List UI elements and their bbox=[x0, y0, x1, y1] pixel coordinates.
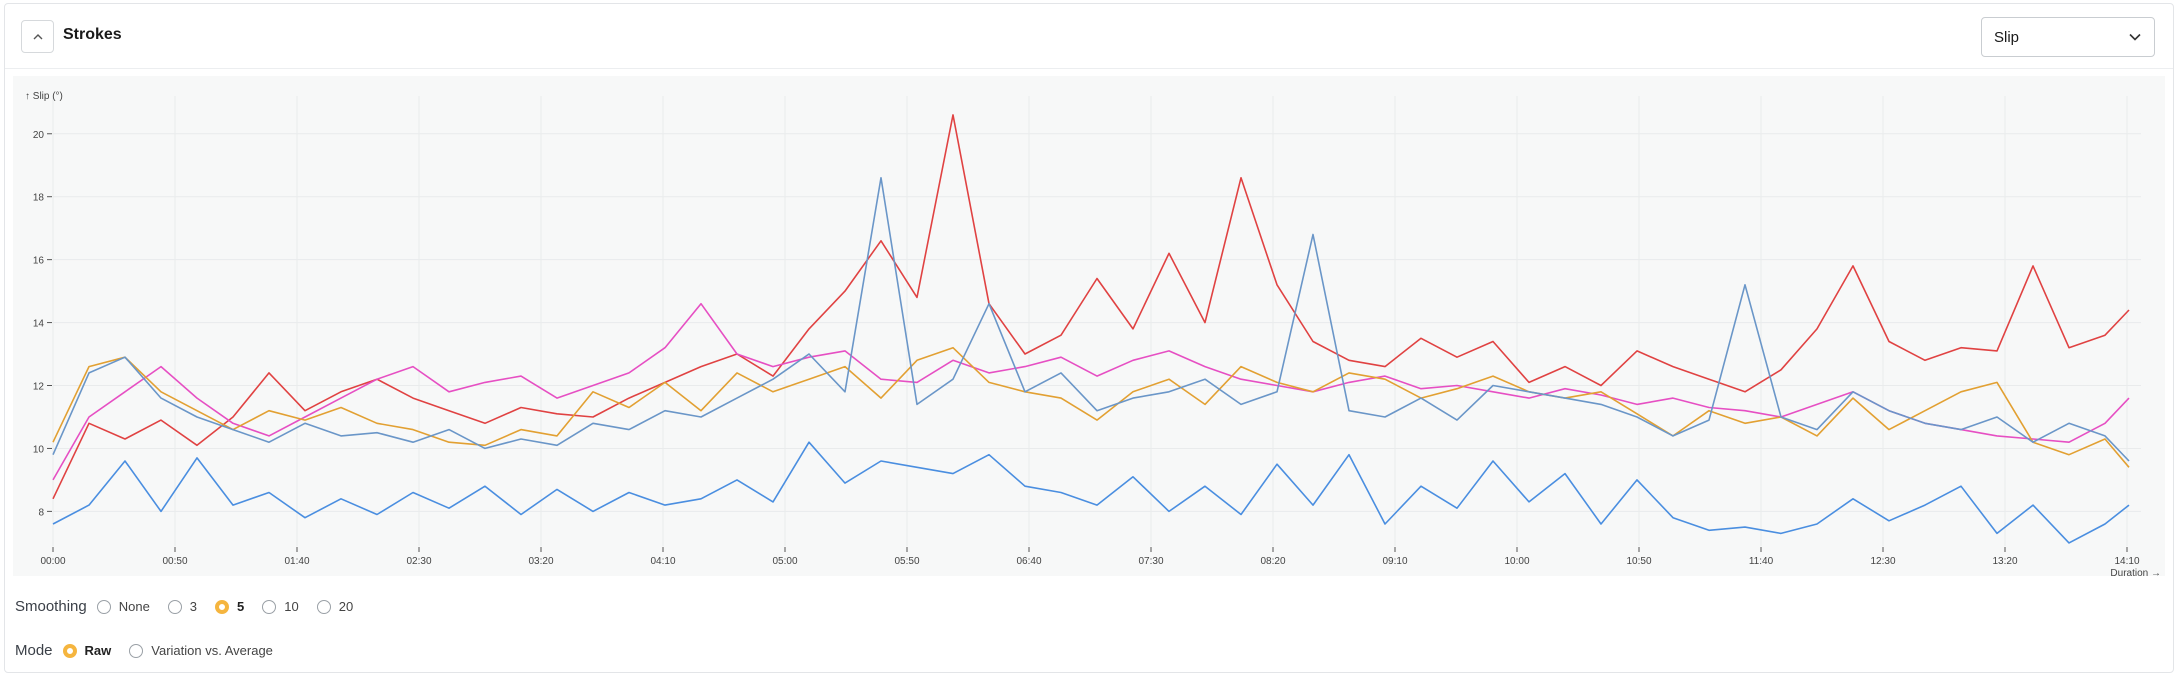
smoothing-row: Smoothing None 3 5 10 20 bbox=[15, 598, 371, 615]
x-tick-label: 14:10 bbox=[2114, 556, 2139, 567]
plot-background bbox=[13, 76, 2165, 576]
x-tick-label: 10:00 bbox=[1504, 556, 1529, 567]
y-axis-label: ↑ Slip (°) bbox=[25, 91, 63, 102]
radio-circle-icon bbox=[167, 599, 182, 614]
x-tick-label: 07:30 bbox=[1138, 556, 1163, 567]
x-tick-label: 00:00 bbox=[40, 556, 65, 567]
smoothing-option-label: 3 bbox=[189, 599, 198, 614]
mode-option-label: Variation vs. Average bbox=[151, 643, 273, 658]
radio-circle-icon bbox=[262, 599, 277, 614]
mode-option-label: Raw bbox=[84, 643, 112, 658]
smoothing-option-label: None bbox=[118, 599, 150, 614]
y-tick-label: 16 bbox=[33, 256, 45, 267]
chevron-up-icon bbox=[33, 33, 42, 39]
y-tick-label: 8 bbox=[38, 507, 44, 518]
smoothing-option-label: 5 bbox=[237, 599, 245, 614]
x-tick-label: 12:30 bbox=[1870, 556, 1895, 567]
metric-select-value: Slip bbox=[1994, 29, 2020, 46]
smoothing-option[interactable]: 10 bbox=[262, 599, 299, 614]
radio-circle-icon bbox=[215, 599, 230, 614]
x-axis-label: Duration → bbox=[2110, 568, 2161, 576]
collapse-button[interactable] bbox=[21, 20, 54, 53]
x-tick-label: 02:30 bbox=[406, 556, 431, 567]
x-tick-label: 11:40 bbox=[1749, 556, 1774, 567]
x-tick-label: 13:20 bbox=[1992, 556, 2017, 567]
panel-header: Strokes Slip bbox=[5, 4, 2173, 69]
x-tick-label: 01:40 bbox=[284, 556, 309, 567]
metric-select[interactable]: Slip bbox=[1981, 17, 2155, 57]
slip-chart: 8 10 12 14 16 18 20 00:00 00:50 01:40 02:30 03:20 04… bbox=[13, 76, 2165, 579]
smoothing-option[interactable]: 5 bbox=[215, 599, 244, 614]
x-tick-label: 00:50 bbox=[162, 556, 187, 567]
radio-circle-icon bbox=[129, 643, 144, 658]
radio-circle-icon bbox=[96, 599, 111, 614]
x-tick-label: 10:50 bbox=[1626, 556, 1651, 567]
mode-option[interactable]: Variation vs. Average bbox=[129, 643, 273, 658]
strokes-panel: Strokes Slip 8 10 12 14 16 18 20 00:00 00:50 01:4… bbox=[4, 3, 2174, 673]
smoothing-option[interactable]: 3 bbox=[167, 599, 198, 614]
mode-row: Mode Raw Variation vs. Average bbox=[15, 642, 291, 659]
mode-options: Raw Variation vs. Average bbox=[62, 643, 291, 658]
series-line bbox=[52, 441, 2130, 544]
x-tick-label: 05:50 bbox=[894, 556, 919, 567]
series-line bbox=[52, 346, 2130, 468]
smoothing-option[interactable]: None bbox=[96, 599, 150, 614]
mode-label: Mode bbox=[15, 642, 53, 659]
smoothing-option-label: 10 bbox=[284, 599, 299, 614]
y-tick-label: 12 bbox=[33, 382, 45, 393]
chart-area: 8 10 12 14 16 18 20 00:00 00:50 01:40 02:30 03:20 04… bbox=[13, 76, 2165, 579]
panel-title: Strokes bbox=[63, 26, 122, 43]
x-tick-label: 06:40 bbox=[1016, 556, 1041, 567]
series-line bbox=[52, 177, 2130, 462]
x-tick-label: 09:10 bbox=[1382, 556, 1407, 567]
series-line bbox=[52, 114, 2130, 500]
y-tick-label: 18 bbox=[33, 193, 45, 204]
radio-circle-icon bbox=[62, 643, 77, 658]
series-line bbox=[52, 302, 2130, 481]
y-tick-label: 14 bbox=[33, 319, 45, 330]
y-tick-label: 20 bbox=[33, 130, 45, 141]
x-tick-label: 03:20 bbox=[528, 556, 553, 567]
y-tick-label: 10 bbox=[33, 444, 45, 455]
smoothing-options: None 3 5 10 20 bbox=[96, 599, 371, 614]
mode-option[interactable]: Raw bbox=[62, 643, 112, 658]
x-tick-label: 04:10 bbox=[650, 556, 675, 567]
x-tick-label: 08:20 bbox=[1260, 556, 1285, 567]
smoothing-option[interactable]: 20 bbox=[316, 599, 354, 614]
smoothing-option-label: 20 bbox=[338, 599, 354, 614]
chevron-down-icon bbox=[2129, 33, 2141, 41]
radio-circle-icon bbox=[316, 599, 331, 614]
x-tick-label: 05:00 bbox=[772, 556, 797, 567]
smoothing-label: Smoothing bbox=[15, 598, 87, 615]
